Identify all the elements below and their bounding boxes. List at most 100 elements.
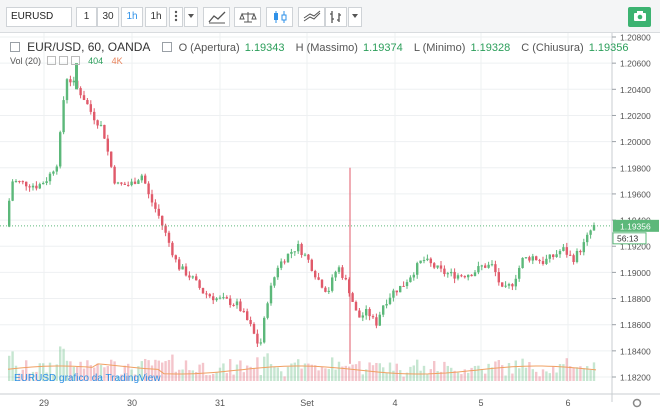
interval-dropdown-button[interactable] [184,7,198,27]
volume-hide-checkbox[interactable] [58,56,68,65]
interval-button-1[interactable]: 1 [76,7,97,27]
volume-bar [548,373,551,381]
candle-body [208,294,211,297]
volume-bar [103,367,106,381]
volume-bar [86,360,89,381]
volume-bar [14,365,18,381]
candle-body [263,317,266,343]
candle-body [235,301,239,306]
candle-body [439,265,443,269]
price-tick-label: 1.20800 [620,33,651,43]
candle-body [242,311,245,313]
volume-bar [110,359,113,381]
settings-gear-icon[interactable] [632,398,642,408]
candle-body [72,80,75,83]
candle-body [178,259,181,270]
volume-bar [42,363,45,381]
volume-bar [99,364,103,381]
volume-bar [144,358,147,381]
candle-body [140,175,143,181]
volume-bar [439,371,443,381]
snapshot-button[interactable] [628,7,651,27]
interval-button-30[interactable]: 30 [97,7,119,27]
tradingview-watermark-link[interactable]: EURUSD grafico da TradingView [14,373,161,384]
candle-body [501,282,504,287]
candle-body [174,255,177,260]
volume-bar [487,363,490,381]
close-label: C (Chiusura) [521,42,584,54]
top-toolbar: EURUSD 1 30 1h 1h [0,0,660,33]
volume-bar [405,372,409,381]
candle-body [480,265,483,267]
volume-bar [422,365,426,381]
bars-dropdown-button[interactable] [348,7,362,27]
time-axis-label: 6 [565,398,570,408]
candle-body [365,309,368,316]
volume-bar [140,361,143,381]
drawing-tools-button[interactable] [298,7,325,27]
volume-bar [494,361,497,381]
volume-settings-checkbox[interactable] [46,56,56,65]
volume-bar [93,367,96,381]
candle-body [113,166,116,184]
candle-body [416,263,419,275]
indicators-button[interactable] [203,7,230,27]
volume-bar [222,363,225,381]
candle-body [266,303,269,318]
volume-bar [592,362,596,381]
price-tick-label: 1.20400 [620,85,651,95]
candle-body [59,132,62,167]
symbol-search-input[interactable]: EURUSD [6,7,72,27]
chart-type-candles-button[interactable] [266,7,293,27]
candle-body [422,260,426,262]
legend-collapse-checkbox[interactable] [10,42,20,52]
candle-body [433,263,436,268]
price-chart[interactable]: 1.20800 1.20600 1.20400 1.20200 1.20000 1.198… [0,33,660,411]
volume-bar [167,359,171,381]
volume-bar [480,369,483,381]
volume-bar [184,360,188,381]
volume-bar [297,359,300,381]
volume-bar [460,374,463,381]
more-intervals-button[interactable] [169,7,183,27]
volume-bar [164,361,167,381]
candle-body [150,194,154,203]
legend-toggle-checkbox[interactable] [161,42,172,52]
low-value: 1.19328 [470,42,511,54]
volume-bar [382,367,385,381]
interval-button-1h-active[interactable]: 1h [121,7,143,27]
volume-bar [334,369,337,381]
volume-bar [484,373,487,381]
volume-bar [191,370,194,381]
candle-body [507,284,511,286]
compare-button[interactable] [234,7,261,27]
candle-body [348,279,351,294]
close-value: 1.19356 [588,42,629,54]
candle-body [120,182,123,184]
volume-bar [82,368,86,381]
price-tick-label: 1.20600 [620,59,651,69]
candle-body [582,242,585,253]
interval-button-1h[interactable]: 1h [145,7,167,27]
candle-body [96,120,99,126]
candle-body [552,254,555,258]
candle-body [324,287,327,292]
indicators-icon [208,11,225,24]
volume-bar [113,361,116,381]
volume-bar [531,369,534,381]
candle-body [575,250,579,262]
volume-bar [174,371,177,381]
candle-body [280,261,283,268]
volume-bar [365,369,368,381]
high-value: 1.19374 [363,42,403,54]
volume-bar [303,363,307,381]
bars-button[interactable] [325,7,347,27]
candle-body [399,285,402,293]
countdown-label: 56:13 [617,233,639,243]
candle-body [82,95,86,101]
volume-bar [300,368,303,381]
volume-bar [446,365,449,381]
volume-bar [477,365,480,381]
scales-icon [238,12,257,23]
volume-remove-checkbox[interactable] [70,56,80,65]
